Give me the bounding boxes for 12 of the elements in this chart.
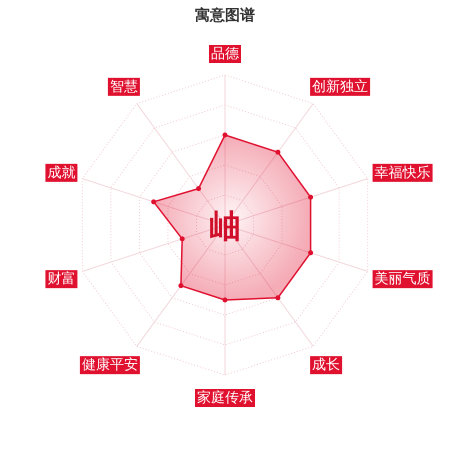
- spoke-label: 成长: [312, 357, 340, 374]
- spoke-label: 智慧: [110, 78, 138, 95]
- spoke-label: 创新独立: [312, 78, 368, 95]
- spoke-label: 家庭传承: [197, 390, 253, 406]
- spoke-label: 美丽气质: [374, 271, 431, 288]
- spoke-label: 财富: [47, 271, 76, 288]
- text: 岫: [209, 207, 241, 245]
- chart-title: 寓意图谱: [195, 6, 255, 24]
- spoke-label: 成就: [47, 164, 76, 181]
- spoke-label: 健康平安: [82, 357, 138, 374]
- spoke-label: 幸福快乐: [374, 164, 431, 181]
- spoke-label: 品德: [211, 46, 239, 62]
